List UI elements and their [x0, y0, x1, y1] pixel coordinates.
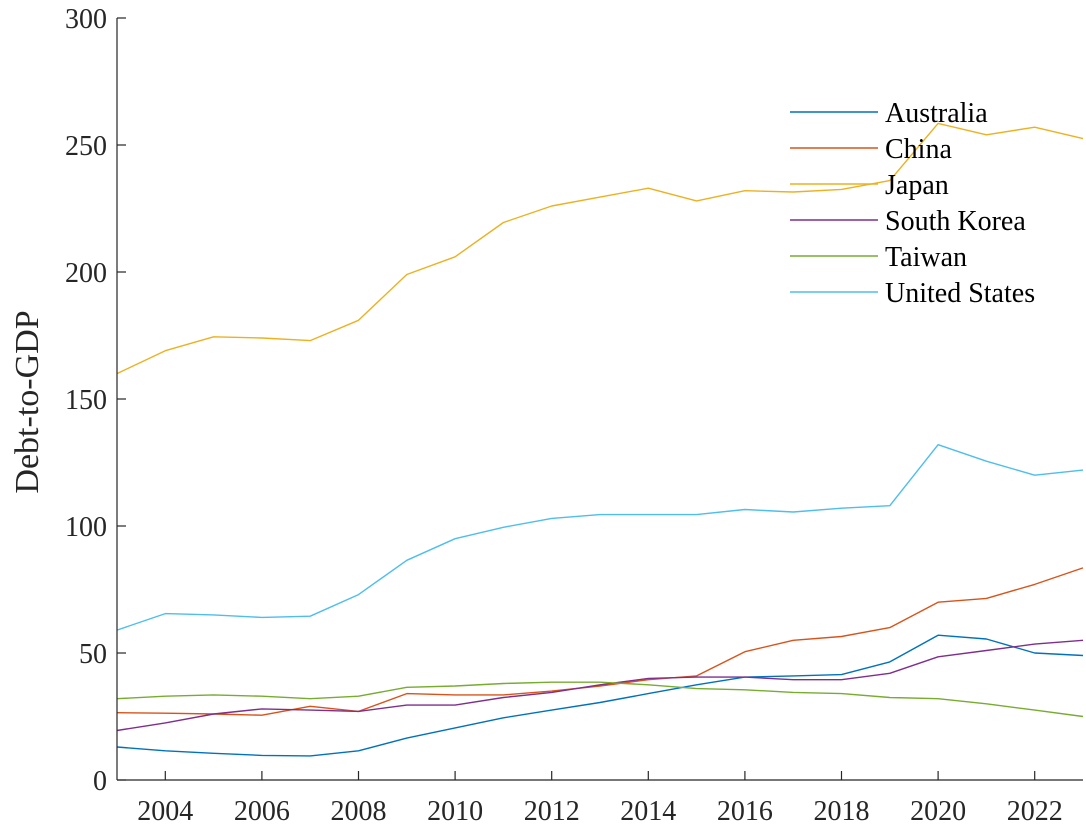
- series-line-japan: [116, 122, 1084, 375]
- x-tick-label: 2012: [524, 796, 580, 827]
- y-tick-label: 250: [65, 131, 107, 162]
- legend-item-japan: Japan: [790, 170, 949, 201]
- legend-item-taiwan: Taiwan: [790, 242, 967, 273]
- x-tick-label: 2016: [717, 796, 773, 827]
- legend-item-united-states: United States: [790, 278, 1035, 309]
- legend-label: Japan: [885, 170, 949, 201]
- legend-label: Australia: [885, 98, 988, 129]
- x-tick-label: 2004: [137, 796, 193, 827]
- legend-label: Taiwan: [885, 242, 967, 273]
- series-line-south-korea: [116, 639, 1084, 732]
- y-tick-label: 50: [79, 639, 107, 670]
- y-tick-label: 0: [93, 766, 107, 797]
- series-line-united-states: [116, 444, 1084, 631]
- y-ticks: 0 50 100 150 200 250 300: [65, 4, 126, 797]
- x-tick-label: 2018: [814, 796, 870, 827]
- series-line-china: [116, 567, 1084, 716]
- y-axis-title: Debt-to-GDP: [9, 310, 46, 493]
- legend-label: China: [885, 134, 952, 165]
- series-line-australia: [116, 634, 1084, 757]
- series-line-taiwan: [116, 681, 1084, 718]
- y-tick-label: 300: [65, 4, 107, 35]
- legend-item-south-korea: South Korea: [790, 206, 1026, 237]
- x-tick-label: 2008: [331, 796, 387, 827]
- x-tick-label: 2006: [234, 796, 290, 827]
- legend-item-australia: Australia: [790, 98, 988, 129]
- x-tick-label: 2022: [1007, 796, 1063, 827]
- legend: Australia China Japan South Korea Taiwan Unit…: [790, 98, 1035, 309]
- axes-layer: [116, 18, 1083, 781]
- x-tick-label: 2010: [427, 796, 483, 827]
- series-layer: [116, 122, 1084, 757]
- y-tick-label: 100: [65, 512, 107, 543]
- x-tick-label: 2014: [620, 796, 676, 827]
- legend-label: South Korea: [885, 206, 1026, 237]
- legend-item-china: China: [790, 134, 952, 165]
- x-tick-label: 2020: [910, 796, 966, 827]
- legend-label: United States: [885, 278, 1035, 309]
- x-ticks: 2004 2006 2008 2010 2012 2014 2016 2018 2020 2022: [137, 771, 1063, 827]
- y-tick-label: 200: [65, 258, 107, 289]
- y-tick-label: 150: [65, 385, 107, 416]
